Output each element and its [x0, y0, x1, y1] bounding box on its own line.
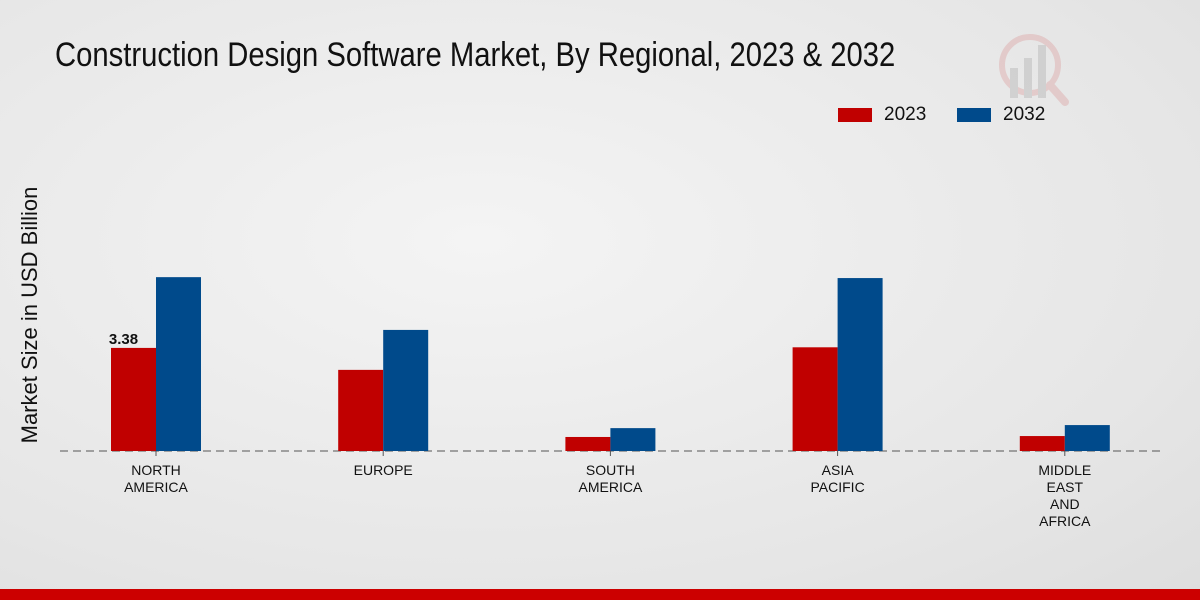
watermark-logo: [999, 34, 1069, 106]
legend-label-2023: 2023: [884, 104, 927, 125]
bar-2032-north-america: [156, 277, 201, 451]
legend-swatch-2032: [957, 108, 991, 122]
bar-2023-north-america: [111, 347, 156, 451]
chart-title: Construction Design Software Market, By …: [55, 36, 896, 74]
bar-2032-south-america: [610, 428, 656, 451]
footer-bar: [0, 589, 1200, 600]
bar-2023-asia-pacific: [792, 347, 838, 451]
x-tick-label: SOUTH AMERICA: [579, 462, 643, 495]
legend-swatch-2023: [838, 108, 872, 122]
bar-2032-asia-pacific: [837, 278, 883, 451]
x-tick-label: EUROPE: [354, 462, 413, 478]
legend-item-2023: 2023: [838, 104, 926, 126]
legend-item-2032: 2032: [957, 104, 1045, 126]
bar-2032-europe: [383, 329, 429, 451]
x-tick-label: ASIA PACIFIC: [810, 462, 864, 495]
x-tick-label: NORTH AMERICA: [124, 462, 188, 495]
legend-label-2032: 2032: [1003, 104, 1046, 125]
data-label: 3.38: [109, 331, 138, 348]
x-tick-label: MIDDLE EAST AND AFRICA: [1038, 462, 1091, 529]
bar-2023-europe: [338, 369, 384, 451]
bar-2023-south-america: [565, 436, 611, 451]
bar-2032-middle-east-and-africa: [1064, 425, 1110, 451]
bar-2023-middle-east-and-africa: [1019, 436, 1065, 451]
